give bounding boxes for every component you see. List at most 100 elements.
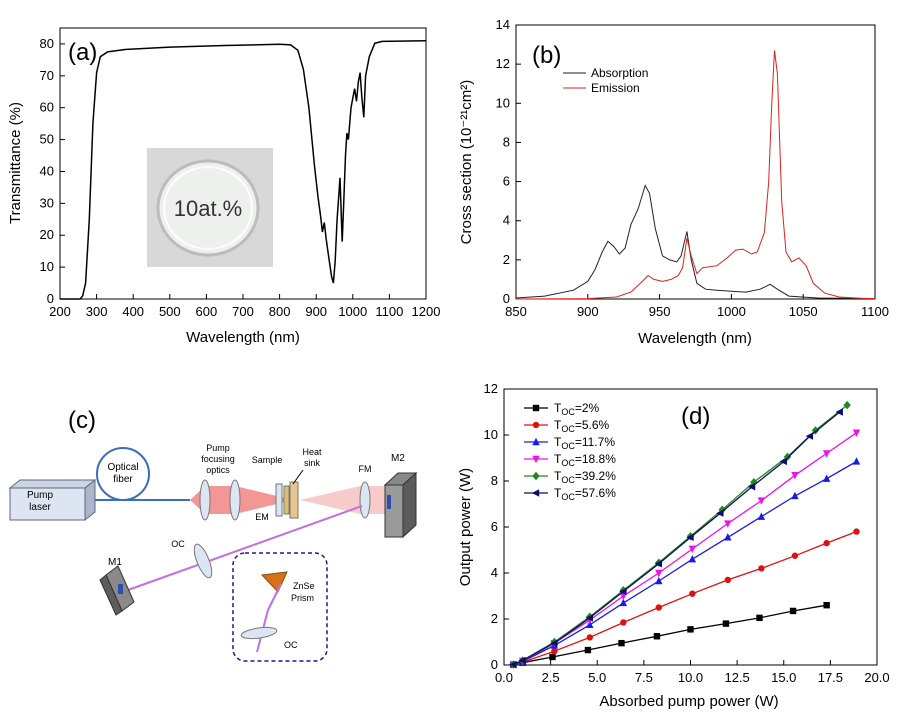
- series-line: [513, 411, 841, 666]
- legend-label-main: T: [554, 401, 562, 415]
- legend-item: TOC=5.6%: [524, 418, 610, 434]
- pump-laser-label-line2: laser: [29, 502, 51, 513]
- m2-mirror: [383, 471, 418, 539]
- y-tick-label: 6: [503, 174, 510, 189]
- ceramic-sample-disc: [156, 159, 260, 257]
- legend-label-main: T: [554, 452, 562, 466]
- legend-label-subscript: OC: [561, 458, 575, 468]
- series-6: [509, 408, 843, 669]
- prism-beam-in: [267, 583, 282, 611]
- y-tick-label: 4: [503, 213, 510, 228]
- data-point-marker: [757, 512, 766, 520]
- data-point-marker: [655, 576, 663, 585]
- x-tick-label: 850: [505, 304, 527, 319]
- x-tick-label: 900: [305, 304, 327, 319]
- y-tick-label: 6: [491, 519, 498, 534]
- legend-label: TOC=18.8%: [554, 452, 616, 468]
- inset-sample-label: 10at.%: [174, 196, 243, 221]
- data-point-marker: [823, 539, 830, 547]
- x-tick-label: 1100: [375, 304, 403, 319]
- prism-label-line2: Prism: [291, 593, 314, 603]
- x-tick-label: 10.0: [678, 670, 703, 685]
- data-point-marker: [688, 555, 697, 563]
- panel-a-y-axis-label: Transmittance (%): [7, 102, 24, 224]
- panel-b-y-axis-label: Cross section (10⁻²¹cm²): [458, 80, 475, 245]
- legend-label: TOC=11.7%: [554, 435, 615, 451]
- data-point-marker: [835, 408, 843, 416]
- x-tick-label: 5.0: [588, 670, 606, 685]
- x-tick-label: 700: [232, 304, 254, 319]
- series-1: [510, 602, 830, 668]
- data-point-marker: [531, 489, 540, 497]
- m1-mirror: [99, 565, 135, 616]
- legend-label-subscript: OC: [561, 475, 575, 485]
- legend-item: TOC=39.2%: [524, 469, 616, 485]
- m2-front: [384, 484, 404, 538]
- data-point-marker: [718, 505, 726, 514]
- data-point-marker: [724, 576, 731, 584]
- pump-laser-side: [84, 478, 96, 522]
- series-2: [510, 528, 860, 668]
- x-tick-label: 15.0: [771, 670, 796, 685]
- data-point-marker: [791, 472, 799, 480]
- legend-emission-label: Emission: [591, 81, 640, 95]
- x-tick-label: 600: [196, 304, 218, 319]
- series-line: [513, 604, 827, 666]
- y-tick-label: 40: [40, 163, 54, 178]
- legend-label-subscript: OC: [561, 407, 575, 417]
- data-point-marker: [586, 634, 593, 641]
- data-point-marker: [811, 426, 820, 435]
- data-point-marker: [789, 607, 797, 615]
- sample-crystal: [283, 485, 290, 515]
- data-point-marker: [653, 633, 661, 640]
- optical-fiber: Optical fiber: [95, 447, 190, 501]
- pump-laser: Pump laser: [8, 478, 97, 522]
- pump-optics-label-line3: optics: [206, 465, 230, 475]
- data-point-marker: [852, 457, 861, 465]
- series-line: [513, 460, 857, 666]
- legend-item: TOC=18.8%: [524, 452, 616, 468]
- prism-tuning-inset: [232, 552, 328, 662]
- oc1-label: OC: [171, 539, 185, 549]
- legend-label: TOC=39.2%: [554, 469, 616, 485]
- y-tick-label: 8: [503, 134, 510, 149]
- data-point-marker: [518, 656, 526, 665]
- x-tick-label: 1000: [717, 304, 746, 319]
- panel-a-label: (a): [68, 39, 97, 66]
- data-point-marker: [532, 437, 540, 446]
- m1-label: M1: [108, 557, 122, 568]
- legend-label: TOC=57.6%: [554, 486, 616, 502]
- m2-label: M2: [391, 453, 405, 464]
- data-point-marker: [853, 528, 860, 535]
- m1-coating: [118, 584, 123, 594]
- panel-d-label: (d): [681, 403, 710, 430]
- x-tick-label: 0.0: [495, 670, 513, 685]
- x-tick-label: 12.5: [724, 670, 749, 685]
- m1-side: [99, 574, 123, 616]
- data-point-marker: [716, 509, 724, 517]
- transmittance-line: [60, 40, 427, 300]
- legend-label-main: T: [554, 486, 562, 500]
- data-point-marker: [532, 471, 540, 481]
- y-tick-label: 60: [40, 100, 54, 115]
- pump-optics-label-line1: Pump: [206, 443, 230, 453]
- panel-b-plot-frame: [515, 24, 876, 300]
- data-point-marker: [779, 457, 787, 466]
- y-tick-label: 14: [496, 17, 510, 32]
- sample-label: Sample: [252, 455, 283, 465]
- x-tick-label: 7.5: [635, 670, 653, 685]
- panel-a-inset-photo: 10at.%: [147, 148, 273, 267]
- data-point-marker: [689, 590, 696, 597]
- panel-b-legend: Absorption Emission: [563, 66, 648, 95]
- heat-sink: [289, 481, 299, 519]
- resonator-beam: [300, 486, 400, 514]
- legend-item: TOC=57.6%: [524, 486, 616, 502]
- y-tick-label: 70: [40, 68, 54, 83]
- heat-sink-label-line2: sink: [304, 458, 321, 468]
- data-point-marker: [618, 639, 625, 647]
- pump-laser-front: [9, 487, 86, 521]
- x-tick-label: 800: [269, 304, 291, 319]
- legend-item: TOC=2%: [524, 401, 600, 417]
- x-tick-label: 2.5: [542, 670, 560, 685]
